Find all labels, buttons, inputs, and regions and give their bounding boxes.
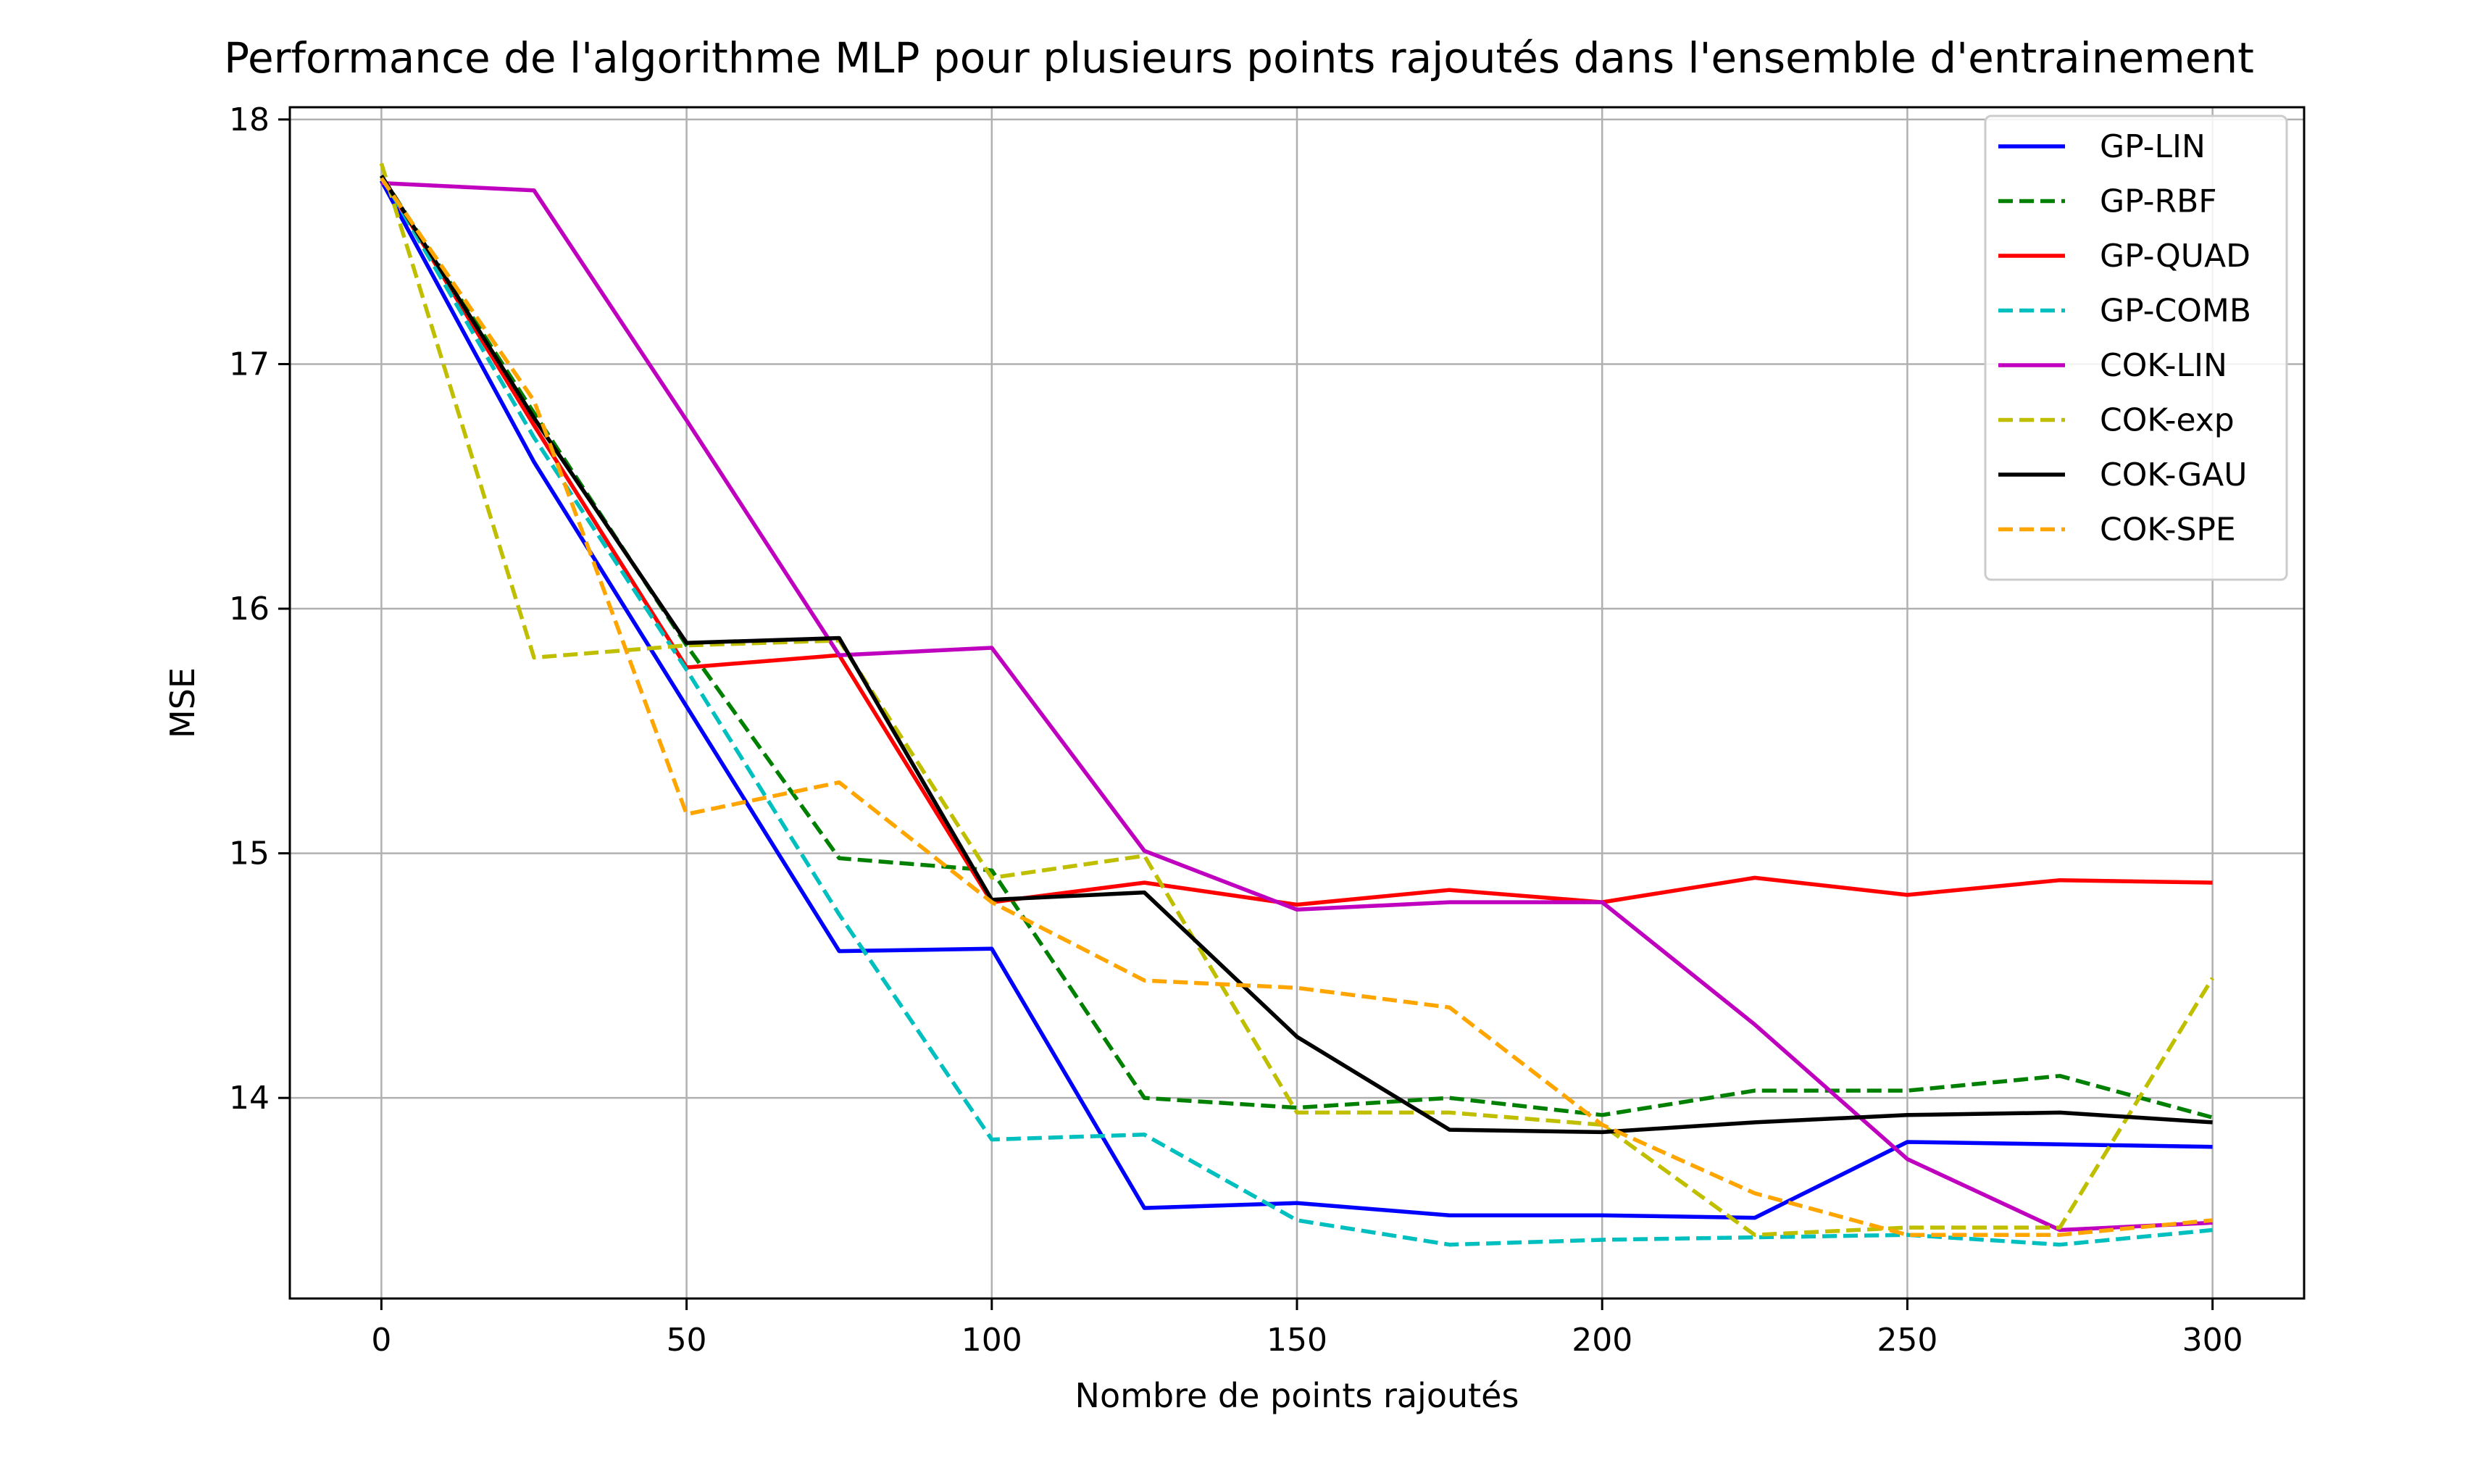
- x-tick-label: 0: [371, 1322, 391, 1359]
- grid: [290, 107, 2304, 1298]
- legend: GP-LIN GP-RBF GP-QUAD GP-COMB COK-LIN COK-exp…: [1984, 114, 2288, 581]
- x-tick-label: 100: [961, 1322, 1022, 1359]
- legend-entry-label: COK-LIN: [2100, 347, 2227, 384]
- series-line-cok-exp: [379, 162, 2214, 1237]
- legend-entry-label: COK-exp: [2100, 402, 2235, 439]
- legend-entry-label: GP-QUAD: [2100, 238, 2250, 275]
- legend-entry-label: COK-GAU: [2100, 457, 2247, 493]
- series-line-gp-comb: [380, 175, 2213, 1247]
- legend-box: [1984, 114, 2288, 581]
- y-tick-label: 17: [229, 346, 270, 383]
- series-line-cok-gau: [380, 175, 2213, 1135]
- y-tick-label: 18: [229, 101, 270, 138]
- x-tick-label: 150: [1267, 1322, 1327, 1359]
- x-tick-label: 250: [1877, 1322, 1937, 1359]
- y-tick-label: 16: [229, 591, 270, 628]
- legend-entry-label: GP-COMB: [2100, 293, 2251, 330]
- x-axis-label: Nombre de points rajoutés: [1075, 1376, 1519, 1415]
- legend-entry-label: GP-RBF: [2100, 183, 2217, 220]
- series-line-cok-lin: [381, 180, 2213, 1233]
- y-axis-label: MSE: [163, 667, 202, 738]
- legend-entry-label: GP-LIN: [2100, 128, 2206, 165]
- chart-title: Performance de l'algorithme MLP pour plu…: [224, 33, 2254, 83]
- series-line-gp-lin: [379, 179, 2213, 1220]
- x-tick-label: 200: [1572, 1322, 1632, 1359]
- y-tick-label: 14: [229, 1080, 270, 1117]
- y-tick-label: 15: [229, 835, 270, 872]
- x-tick-label: 50: [667, 1322, 707, 1359]
- axis-ticks: 0 50 100 150 200 250 300 14 15 16 17 18: [229, 101, 2243, 1359]
- x-tick-label: 300: [2182, 1322, 2243, 1359]
- series-line-gp-rbf: [380, 175, 2214, 1120]
- series-lines: [379, 162, 2214, 1247]
- legend-entry-label: COK-SPE: [2100, 512, 2236, 549]
